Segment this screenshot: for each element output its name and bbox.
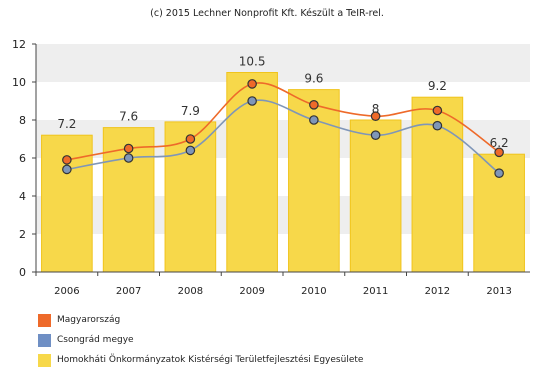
bar-data-label: 7.9 bbox=[181, 104, 200, 118]
legend-label-csongrad: Csongrád megye bbox=[57, 335, 134, 345]
bar bbox=[41, 134, 93, 273]
bar-data-label: 9.6 bbox=[304, 72, 323, 86]
x-tick-label: 2011 bbox=[363, 286, 388, 297]
y-tick-label: 8 bbox=[19, 114, 26, 127]
point-magyarorszag bbox=[370, 111, 381, 121]
chart-credit: (c) 2015 Lechner Nonprofit Kft. Készült … bbox=[150, 8, 384, 19]
legend-label-magyarorszag: Magyarország bbox=[57, 315, 121, 325]
point-magyarorszag bbox=[62, 155, 72, 165]
point-magyarorszag bbox=[123, 143, 134, 154]
x-tick-label: 2010 bbox=[301, 286, 326, 297]
chart-legend: Magyarország Csongrád megye Homokháti Ön… bbox=[38, 312, 363, 372]
x-tick-label: 2007 bbox=[116, 286, 141, 297]
legend-swatch-csongrad bbox=[38, 333, 51, 347]
bar bbox=[349, 119, 402, 273]
point-csongrad bbox=[494, 168, 504, 178]
y-tick-label: 10 bbox=[12, 76, 26, 89]
bar-data-label: 9.2 bbox=[428, 79, 447, 93]
point-csongrad bbox=[185, 145, 196, 156]
x-tick-label: 2012 bbox=[425, 286, 450, 297]
x-tick-label: 2009 bbox=[239, 286, 264, 297]
legend-item-csongrad: Csongrád megye bbox=[38, 332, 363, 348]
bar-data-label: 8 bbox=[372, 102, 380, 116]
point-magyarorszag bbox=[185, 134, 196, 144]
line-csongrad bbox=[66, 99, 500, 174]
point-magyarorszag bbox=[309, 100, 319, 110]
legend-swatch-egyesulet bbox=[38, 353, 51, 367]
legend-label-egyesulet: Homokháti Önkormányzatok Kistérségi Terü… bbox=[57, 355, 364, 365]
grid-band bbox=[36, 44, 530, 82]
point-magyarorszag bbox=[432, 105, 443, 116]
legend-item-magyarorszag: Magyarország bbox=[38, 312, 363, 328]
bar-data-label: 10.5 bbox=[239, 55, 266, 69]
point-csongrad bbox=[370, 130, 381, 140]
bar-data-label: 7.2 bbox=[57, 117, 76, 131]
legend-item-egyesulet: Homokháti Önkormányzatok Kistérségi Terü… bbox=[38, 352, 363, 368]
point-csongrad bbox=[309, 115, 319, 125]
bar-data-label: 7.6 bbox=[119, 110, 138, 124]
point-magyarorszag bbox=[247, 79, 257, 89]
x-tick-label: 2006 bbox=[54, 286, 79, 297]
point-csongrad bbox=[432, 120, 443, 131]
bar-data-label: 6.2 bbox=[490, 136, 509, 150]
legend-swatch-magyarorszag bbox=[38, 313, 51, 327]
point-csongrad bbox=[123, 153, 134, 163]
y-tick-label: 4 bbox=[19, 190, 26, 203]
combo-chart: 7.2 7.6 7.9 10.5 9.6 8 9.2 6.2 0 2 4 6 8 10 12 2006 2007… bbox=[12, 38, 530, 297]
x-tick-label: 2008 bbox=[178, 286, 203, 297]
y-tick-label: 6 bbox=[19, 152, 26, 165]
point-magyarorszag bbox=[494, 147, 504, 158]
x-tick-label: 2013 bbox=[486, 286, 511, 297]
y-tick-label: 2 bbox=[19, 228, 26, 241]
y-tick-label: 12 bbox=[12, 38, 26, 51]
point-csongrad bbox=[247, 96, 257, 106]
y-tick-label: 0 bbox=[19, 266, 26, 279]
point-csongrad bbox=[62, 164, 72, 175]
